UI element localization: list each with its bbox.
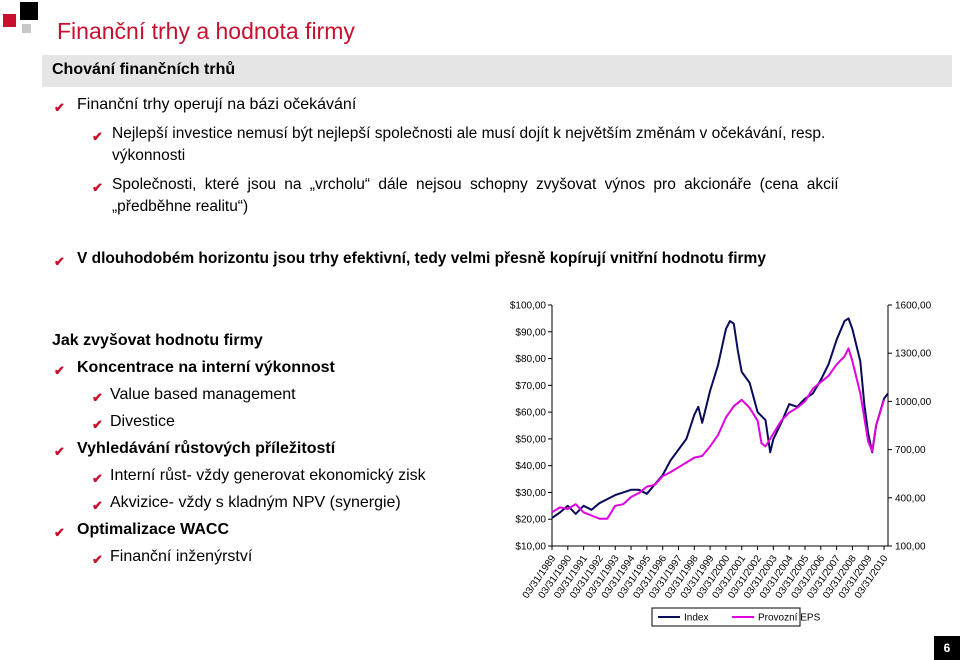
right-tick-label: 1000,00	[895, 397, 932, 408]
page-title: Finanční trhy a hodnota firmy	[57, 18, 355, 44]
right-tick-label: 1600,00	[895, 301, 932, 312]
left-tick-label: $10,00	[515, 542, 546, 553]
bullet-markets-expectations: Finanční trhy operují na bázi očekávání	[77, 96, 357, 113]
right-tick-label: 400,00	[895, 493, 926, 504]
list-item-acquisitions: Akvizice- vždy s kladným NPV (synergie)	[110, 494, 401, 511]
check-icon: ✔	[92, 180, 103, 195]
bullet-best-investment: Nejlepší investice nemusí být nejlepší s…	[112, 125, 826, 142]
bullet-best-investment-cont: výkonnosti	[112, 147, 186, 164]
right-tick-label: 700,00	[895, 445, 926, 456]
check-icon: ✔	[54, 100, 65, 115]
check-icon: ✔	[92, 552, 103, 567]
page-number: 6	[934, 636, 960, 660]
legend-label-index: Index	[684, 613, 708, 624]
left-tick-label: $40,00	[515, 461, 546, 472]
check-icon: ✔	[92, 129, 103, 144]
check-icon: ✔	[54, 444, 65, 459]
list-item-divestment: Divestice	[110, 413, 175, 430]
left-tick-label: $30,00	[515, 488, 546, 499]
series-line-index	[551, 317, 889, 519]
list-item-wacc: Optimalizace WACC	[77, 521, 230, 538]
right-tick-label: 1300,00	[895, 349, 932, 360]
list-item-internal-growth: Interní růst- vždy generovat ekonomický …	[110, 467, 426, 484]
list-item-growth: Vyhledávání růstových příležitostí	[77, 440, 336, 457]
bullet-efficient-markets: V dlouhodobém horizontu jsou trhy efekti…	[77, 250, 766, 267]
left-tick-label: $60,00	[515, 408, 546, 419]
right-tick-label: 100,00	[895, 542, 926, 553]
index-eps-chart: $100,00 $90,00 $80,00 $70,00 $60,00 $50,00 $40…	[510, 301, 932, 627]
list-item-vbm: Value based management	[110, 386, 296, 403]
left-tick-label: $100,00	[510, 301, 547, 312]
check-icon: ✔	[92, 471, 103, 486]
check-icon: ✔	[92, 417, 103, 432]
list-item-financial-engineering: Finanční inženýrství	[110, 548, 253, 565]
left-tick-label: $80,00	[515, 354, 546, 365]
value-list-heading: Jak zvyšovat hodnotu firmy	[52, 332, 263, 349]
bullet-companies-top: Společnosti, které jsou na „vrcholu“ dál…	[112, 176, 839, 193]
legend-label-eps: Provozní EPS	[758, 613, 821, 624]
check-icon: ✔	[54, 525, 65, 540]
series-line-eps	[551, 347, 885, 520]
check-icon: ✔	[54, 363, 65, 378]
left-tick-label: $90,00	[515, 327, 546, 338]
section-header-bar	[42, 55, 952, 87]
bullet-companies-top-cont: „předběhne realitu“)	[112, 198, 249, 215]
logo-mark	[0, 0, 45, 45]
list-item-internal-performance: Koncentrace na interní výkonnost	[77, 359, 335, 376]
check-icon: ✔	[54, 254, 65, 269]
chart-legend	[651, 607, 801, 627]
section-header: Chování finančních trhů	[52, 61, 236, 78]
left-tick-label: $70,00	[515, 381, 546, 392]
left-tick-label: $20,00	[515, 515, 546, 526]
check-icon: ✔	[92, 498, 103, 513]
left-tick-label: $50,00	[515, 434, 546, 445]
check-icon: ✔	[92, 390, 103, 405]
